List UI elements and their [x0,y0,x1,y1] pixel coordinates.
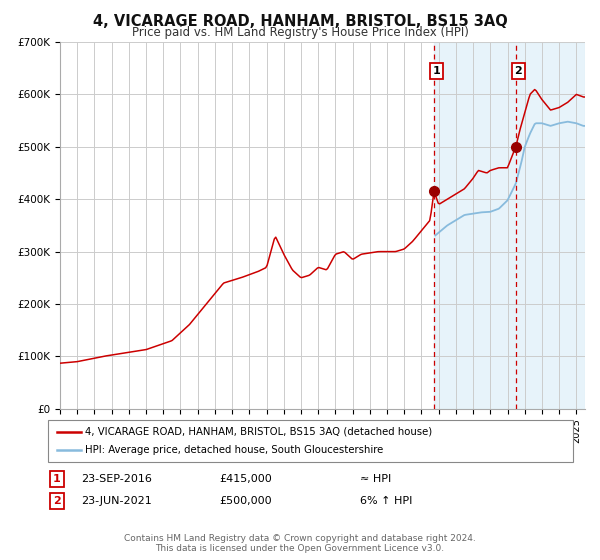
Text: Contains HM Land Registry data © Crown copyright and database right 2024.
This d: Contains HM Land Registry data © Crown c… [124,534,476,553]
Text: HPI: Average price, detached house, South Gloucestershire: HPI: Average price, detached house, Sout… [85,445,383,455]
Text: Price paid vs. HM Land Registry's House Price Index (HPI): Price paid vs. HM Land Registry's House … [131,26,469,39]
Text: ≈ HPI: ≈ HPI [360,474,391,484]
Text: 4, VICARAGE ROAD, HANHAM, BRISTOL, BS15 3AQ (detached house): 4, VICARAGE ROAD, HANHAM, BRISTOL, BS15 … [85,427,433,437]
Bar [434,42,585,409]
Text: 4, VICARAGE ROAD, HANHAM, BRISTOL, BS15 3AQ: 4, VICARAGE ROAD, HANHAM, BRISTOL, BS15 … [92,14,508,29]
Text: 23-JUN-2021: 23-JUN-2021 [81,496,152,506]
Text: 1: 1 [433,66,440,76]
Text: 1: 1 [53,474,61,484]
Text: 23-SEP-2016: 23-SEP-2016 [81,474,152,484]
Text: £415,000: £415,000 [219,474,272,484]
Text: £500,000: £500,000 [219,496,272,506]
Text: 2: 2 [53,496,61,506]
Text: 6% ↑ HPI: 6% ↑ HPI [360,496,412,506]
Text: 2: 2 [515,66,522,76]
